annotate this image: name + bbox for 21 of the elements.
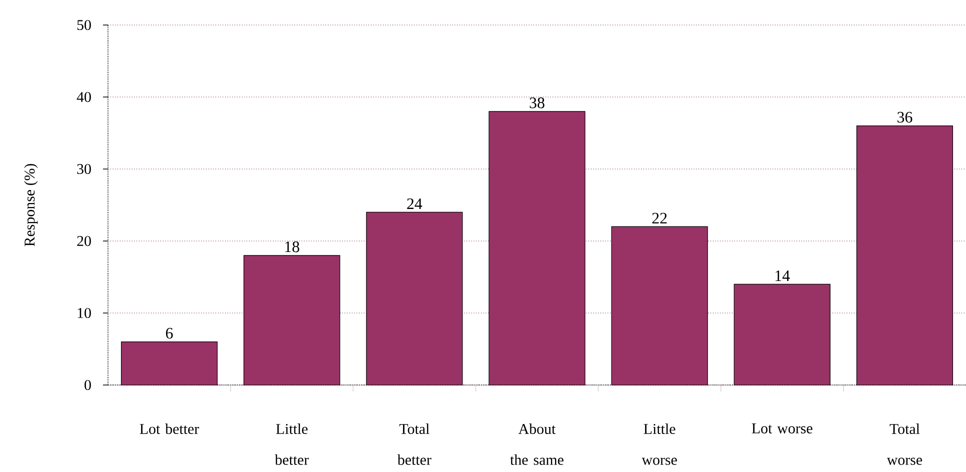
y-tick-label: 20 — [77, 236, 91, 246]
category-label: Little worse — [642, 424, 677, 465]
data-label: 14 — [776, 270, 790, 281]
category-label: About the same — [510, 424, 564, 465]
category-label: Total better — [397, 424, 432, 465]
x-tick-label: Lot worse — [752, 424, 812, 434]
data-label: 36 — [898, 112, 912, 123]
y-tick-label: 10 — [78, 308, 91, 318]
y-axis-title: Response (%) — [24, 164, 38, 246]
y-tick-label: 50 — [77, 20, 91, 30]
data-label: 18 — [285, 241, 300, 252]
y-tick-label: 30 — [77, 164, 91, 174]
y-tick-label: 40 — [76, 92, 91, 102]
data-label: 22 — [652, 212, 667, 224]
x-tick-label: Lot better — [140, 424, 200, 434]
data-label: 38 — [530, 97, 544, 108]
category-label: Total worse — [886, 424, 922, 465]
data-label: 24 — [407, 198, 422, 209]
category-label: Little better — [274, 424, 309, 465]
y-tick-label: 0 — [84, 380, 91, 390]
data-label: 6 — [166, 328, 173, 339]
